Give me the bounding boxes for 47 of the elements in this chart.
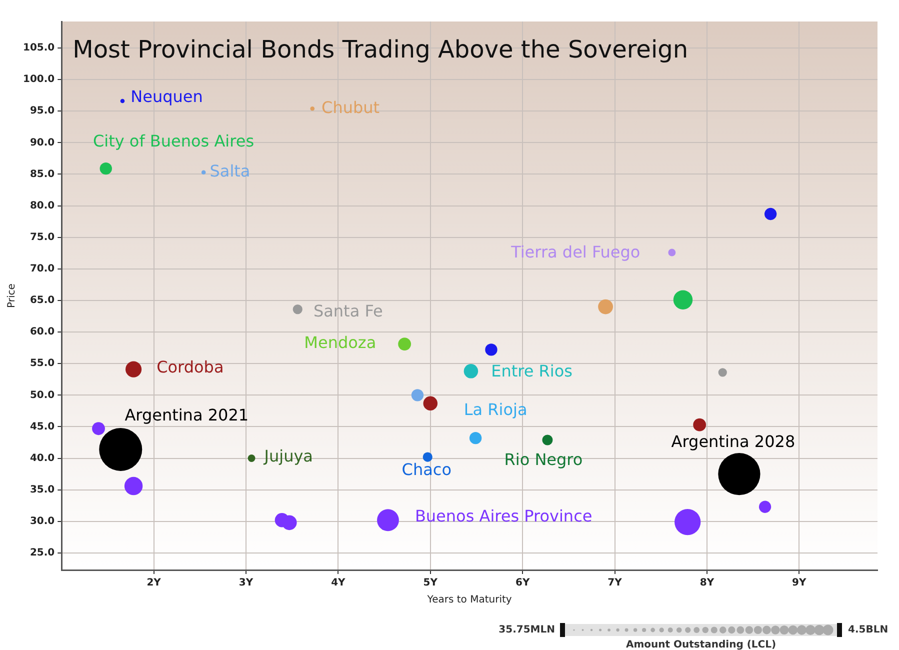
series-label: Jujuya: [263, 446, 313, 466]
series-label: Argentina 2028: [671, 432, 796, 452]
text: 4.5BLN: [848, 624, 888, 636]
series-label: Cordoba: [156, 357, 224, 376]
series-label: Chaco: [402, 460, 452, 480]
y-tick-label: 105.0: [22, 42, 55, 54]
series-label: Mendoza: [304, 333, 376, 352]
x-tick-label: 6Y: [515, 578, 530, 589]
text: 35.75MLN: [498, 624, 555, 636]
series-label: La Rioja: [464, 400, 528, 420]
y-tick-label: 65.0: [30, 295, 55, 306]
y-tick-label: 80.0: [30, 200, 55, 212]
y-tick-label: 60.0: [30, 326, 55, 338]
x-tick-label: 9Y: [792, 578, 807, 589]
x-tick-label: 4Y: [331, 578, 346, 589]
y-tick-label: 100.0: [22, 74, 55, 86]
x-tick-label: 7Y: [608, 578, 623, 589]
y-tick-label: 85.0: [30, 168, 55, 180]
series-label: Salta: [210, 162, 250, 181]
y-tick-label: 55.0: [30, 358, 55, 370]
y-tick-label: 90.0: [30, 137, 55, 148]
series-label: City of Buenos Aires: [92, 132, 254, 151]
text: Amount Outstanding (LCL): [626, 640, 776, 650]
text: Most Provincial Bonds Trading Above the Sovereign: [72, 36, 688, 64]
y-tick-label: 40.0: [30, 452, 55, 464]
x-tick-label: 8Y: [700, 578, 715, 589]
x-tick-label: 2Y: [146, 578, 162, 589]
x-tick-label: 5Y: [423, 578, 438, 589]
series-label: Neuquen: [130, 87, 203, 106]
y-tick-label: 30.0: [30, 516, 55, 527]
y-axis-title: Price: [6, 284, 18, 308]
y-tick-label: 70.0: [30, 264, 55, 275]
y-tick-label: 50.0: [30, 390, 55, 401]
x-axis-title: Years to Maturity: [426, 594, 512, 606]
y-tick-label: 45.0: [30, 421, 55, 432]
series-label: Entre Rios: [491, 361, 572, 380]
series-label: Rio Negro: [504, 450, 583, 470]
series-label: Tierra del Fuego: [510, 242, 640, 262]
series-label: Chubut: [322, 98, 380, 117]
x-tick-label: 3Y: [238, 578, 254, 589]
y-tick-label: 25.0: [30, 548, 55, 559]
y-tick-label: 35.0: [30, 484, 55, 496]
y-tick-label: 95.0: [30, 106, 55, 117]
series-label: Santa Fe: [313, 301, 383, 320]
y-tick-label: 75.0: [30, 232, 55, 243]
series-label: Argentina 2021: [124, 406, 249, 425]
series-label: Buenos Aires Province: [414, 506, 592, 526]
